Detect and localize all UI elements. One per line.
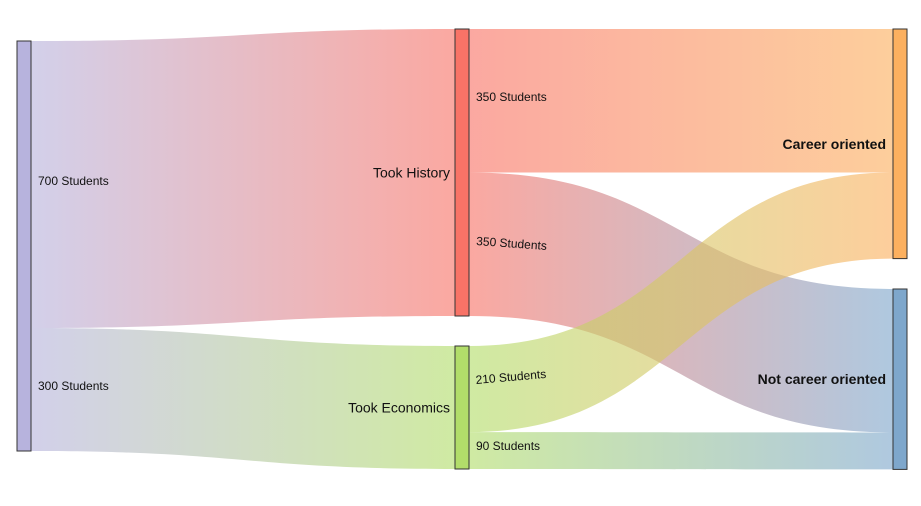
link-economics-notcareer — [469, 432, 893, 470]
node-label-career: Career oriented — [783, 136, 886, 152]
node-economics — [454, 345, 470, 470]
link-label-economics-career: 210 Students — [475, 367, 547, 387]
nodes-layer — [16, 28, 908, 470]
node-history — [454, 28, 470, 317]
node-label-notcareer: Not career oriented — [758, 371, 886, 387]
link-label-all-history: 700 Students — [38, 174, 109, 188]
node-notcareer — [892, 288, 908, 470]
node-label-history: Took History — [373, 165, 450, 181]
link-all-history — [31, 29, 455, 328]
link-label-all-economics: 300 Students — [38, 379, 109, 393]
links-layer — [31, 29, 893, 470]
labels-layer: 700 Students 300 Students 350 Students 350 … — [38, 90, 886, 453]
link-label-history-notcareer: 350 Students — [476, 234, 548, 253]
link-label-history-career: 350 Students — [476, 90, 547, 104]
link-history-career — [469, 29, 893, 173]
link-all-economics — [31, 328, 455, 469]
link-label-economics-notcareer: 90 Students — [476, 439, 540, 453]
node-all — [16, 40, 32, 452]
link-economics-career — [469, 172, 893, 433]
node-label-economics: Took Economics — [348, 400, 450, 416]
node-career — [892, 28, 908, 260]
